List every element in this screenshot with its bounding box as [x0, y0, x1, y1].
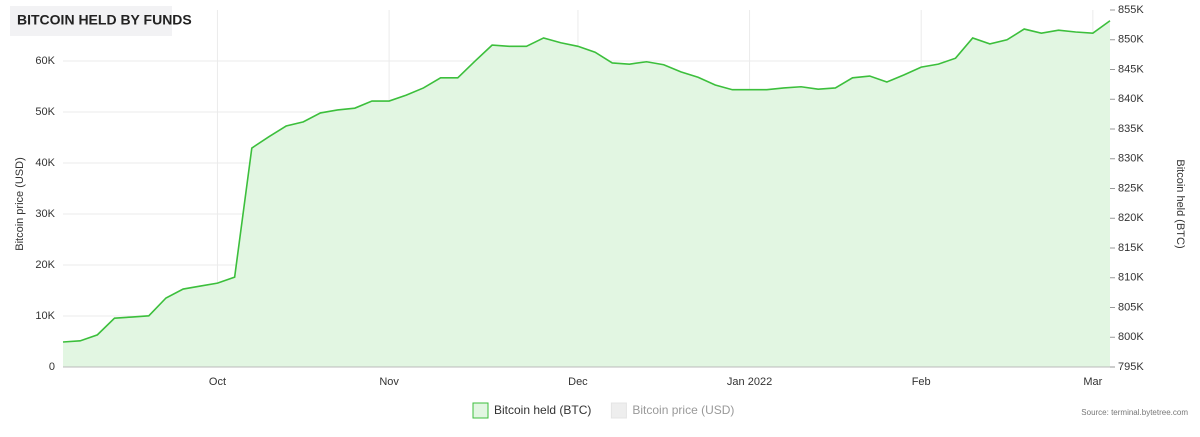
legend-label: Bitcoin price (USD) [632, 403, 734, 417]
y2-tick-label: 810K [1118, 272, 1144, 284]
y-axis-label: Bitcoin price (USD) [14, 157, 26, 251]
legend-label: Bitcoin held (BTC) [494, 403, 591, 417]
x-tick-label: Nov [379, 376, 399, 388]
y2-tick-label: 815K [1118, 242, 1144, 254]
x-tick-label: Mar [1083, 376, 1102, 388]
x-tick-label: Dec [568, 376, 588, 388]
chart-title: BITCOIN HELD BY FUNDS [17, 12, 192, 28]
y2-tick-label: 825K [1118, 182, 1144, 194]
y-tick-label: 20K [35, 259, 55, 271]
y2-axis-label: Bitcoin held (BTC) [1174, 159, 1186, 248]
y2-tick-label: 840K [1118, 93, 1144, 105]
x-tick-label: Jan 2022 [727, 376, 772, 388]
y-tick-label: 40K [35, 157, 55, 169]
y2-tick-label: 805K [1118, 301, 1144, 313]
y2-tick-label: 830K [1118, 153, 1144, 165]
legend-swatch [610, 402, 627, 419]
y2-tick-label: 845K [1118, 63, 1144, 75]
y2-tick-label: 850K [1118, 34, 1144, 46]
y2-tick-label: 835K [1118, 123, 1144, 135]
x-tick-label: Feb [912, 376, 931, 388]
y2-tick-label: 820K [1118, 212, 1144, 224]
area [63, 20, 1110, 368]
y-tick-label: 0 [49, 361, 55, 373]
source: Source: terminal.bytetree.com [1081, 408, 1188, 417]
y2-tick-label: 800K [1118, 331, 1144, 343]
legend-swatch [472, 402, 489, 419]
y-tick-label: 50K [35, 106, 55, 118]
y-tick-label: 10K [35, 310, 55, 322]
y-tick-label: 30K [35, 208, 55, 220]
line [62, 20, 1111, 343]
y2-tick-label: 855K [1118, 4, 1144, 16]
y2-tick-label: 795K [1118, 361, 1144, 373]
y-tick-label: 60K [35, 55, 55, 67]
x-tick-label: Oct [209, 376, 226, 388]
title-box [10, 6, 172, 36]
